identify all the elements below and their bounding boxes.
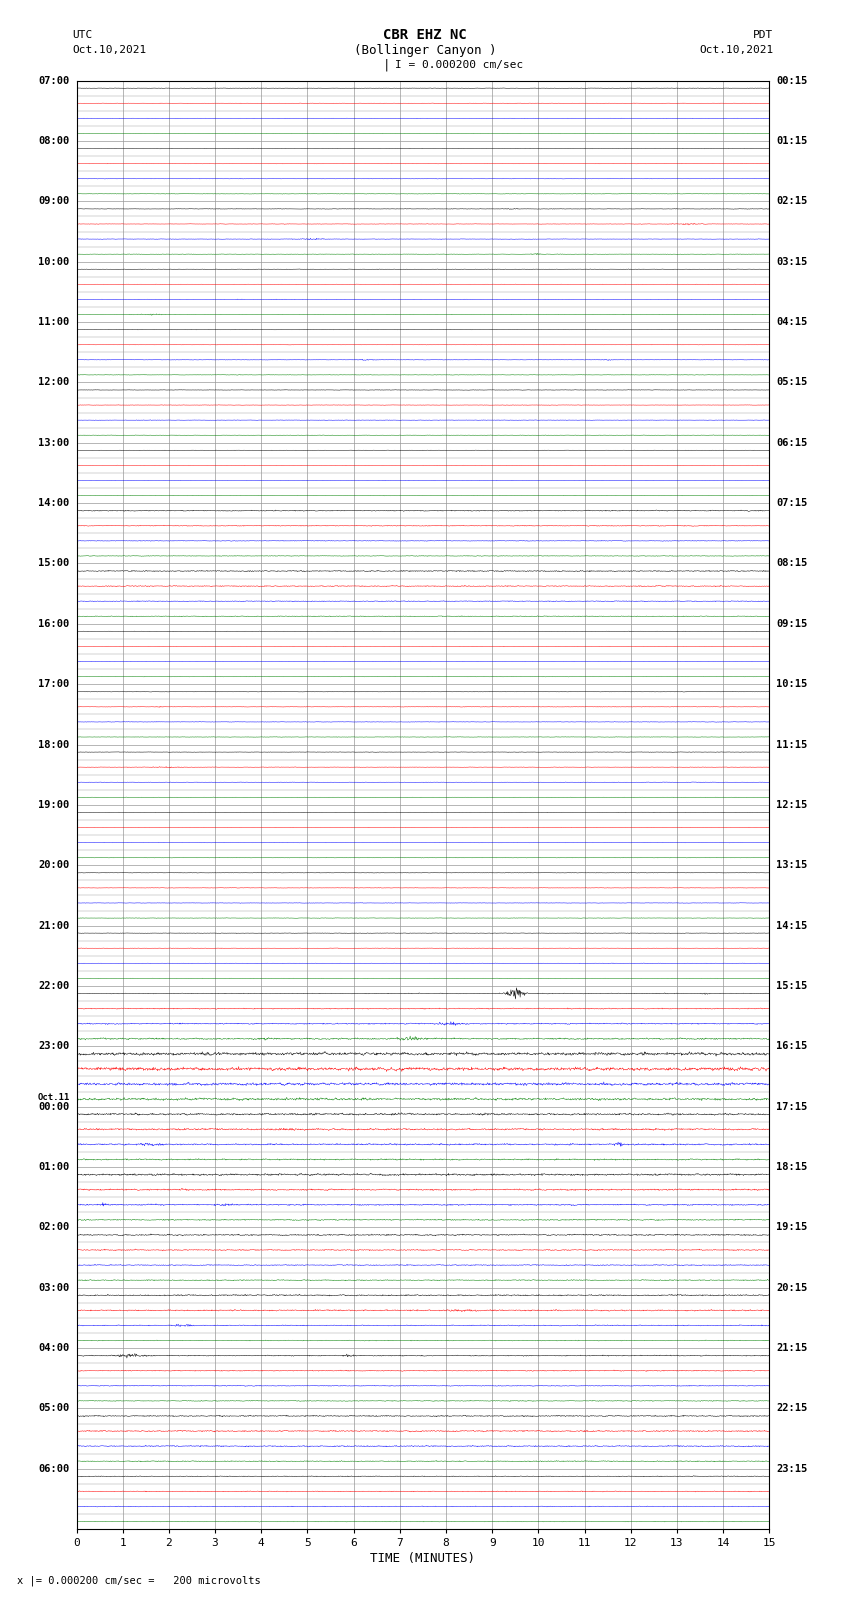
Text: 07:00: 07:00 <box>38 76 70 85</box>
Text: 18:15: 18:15 <box>776 1161 808 1173</box>
Text: 13:15: 13:15 <box>776 860 808 871</box>
Text: I = 0.000200 cm/sec: I = 0.000200 cm/sec <box>395 60 524 69</box>
Text: 21:00: 21:00 <box>38 921 70 931</box>
Text: 10:15: 10:15 <box>776 679 808 689</box>
Text: 07:15: 07:15 <box>776 498 808 508</box>
Text: |: | <box>383 58 390 71</box>
Text: PDT: PDT <box>753 31 774 40</box>
Text: 17:15: 17:15 <box>776 1102 808 1111</box>
Text: 18:00: 18:00 <box>38 739 70 750</box>
Text: 17:00: 17:00 <box>38 679 70 689</box>
Text: 02:15: 02:15 <box>776 197 808 206</box>
Text: 20:00: 20:00 <box>38 860 70 871</box>
Text: 10:00: 10:00 <box>38 256 70 266</box>
Text: 05:15: 05:15 <box>776 377 808 387</box>
Text: (Bollinger Canyon ): (Bollinger Canyon ) <box>354 44 496 56</box>
Text: 15:00: 15:00 <box>38 558 70 568</box>
Text: 14:15: 14:15 <box>776 921 808 931</box>
Text: 19:00: 19:00 <box>38 800 70 810</box>
Text: 06:15: 06:15 <box>776 437 808 448</box>
Text: 11:15: 11:15 <box>776 739 808 750</box>
Text: 04:00: 04:00 <box>38 1344 70 1353</box>
Text: 05:00: 05:00 <box>38 1403 70 1413</box>
Text: 15:15: 15:15 <box>776 981 808 990</box>
Text: 22:15: 22:15 <box>776 1403 808 1413</box>
Text: 01:00: 01:00 <box>38 1161 70 1173</box>
X-axis label: TIME (MINUTES): TIME (MINUTES) <box>371 1552 475 1565</box>
Text: 03:00: 03:00 <box>38 1282 70 1292</box>
Text: 09:15: 09:15 <box>776 619 808 629</box>
Text: 02:00: 02:00 <box>38 1223 70 1232</box>
Text: 14:00: 14:00 <box>38 498 70 508</box>
Text: 01:15: 01:15 <box>776 135 808 147</box>
Text: 21:15: 21:15 <box>776 1344 808 1353</box>
Text: 00:15: 00:15 <box>776 76 808 85</box>
Text: 13:00: 13:00 <box>38 437 70 448</box>
Text: 16:00: 16:00 <box>38 619 70 629</box>
Text: 12:15: 12:15 <box>776 800 808 810</box>
Text: 09:00: 09:00 <box>38 197 70 206</box>
Text: 06:00: 06:00 <box>38 1463 70 1474</box>
Text: 11:00: 11:00 <box>38 318 70 327</box>
Text: Oct.10,2021: Oct.10,2021 <box>72 45 146 55</box>
Text: 19:15: 19:15 <box>776 1223 808 1232</box>
Text: 08:15: 08:15 <box>776 558 808 568</box>
Text: 20:15: 20:15 <box>776 1282 808 1292</box>
Text: UTC: UTC <box>72 31 93 40</box>
Text: 03:15: 03:15 <box>776 256 808 266</box>
Text: 16:15: 16:15 <box>776 1042 808 1052</box>
Text: 04:15: 04:15 <box>776 318 808 327</box>
Text: 23:00: 23:00 <box>38 1042 70 1052</box>
Text: Oct.10,2021: Oct.10,2021 <box>700 45 774 55</box>
Text: 12:00: 12:00 <box>38 377 70 387</box>
Text: 22:00: 22:00 <box>38 981 70 990</box>
Text: Oct.11: Oct.11 <box>37 1094 70 1102</box>
Text: x |= 0.000200 cm/sec =   200 microvolts: x |= 0.000200 cm/sec = 200 microvolts <box>17 1576 261 1586</box>
Text: 00:00: 00:00 <box>38 1102 70 1111</box>
Text: CBR EHZ NC: CBR EHZ NC <box>383 29 467 42</box>
Text: 08:00: 08:00 <box>38 135 70 147</box>
Text: 23:15: 23:15 <box>776 1463 808 1474</box>
